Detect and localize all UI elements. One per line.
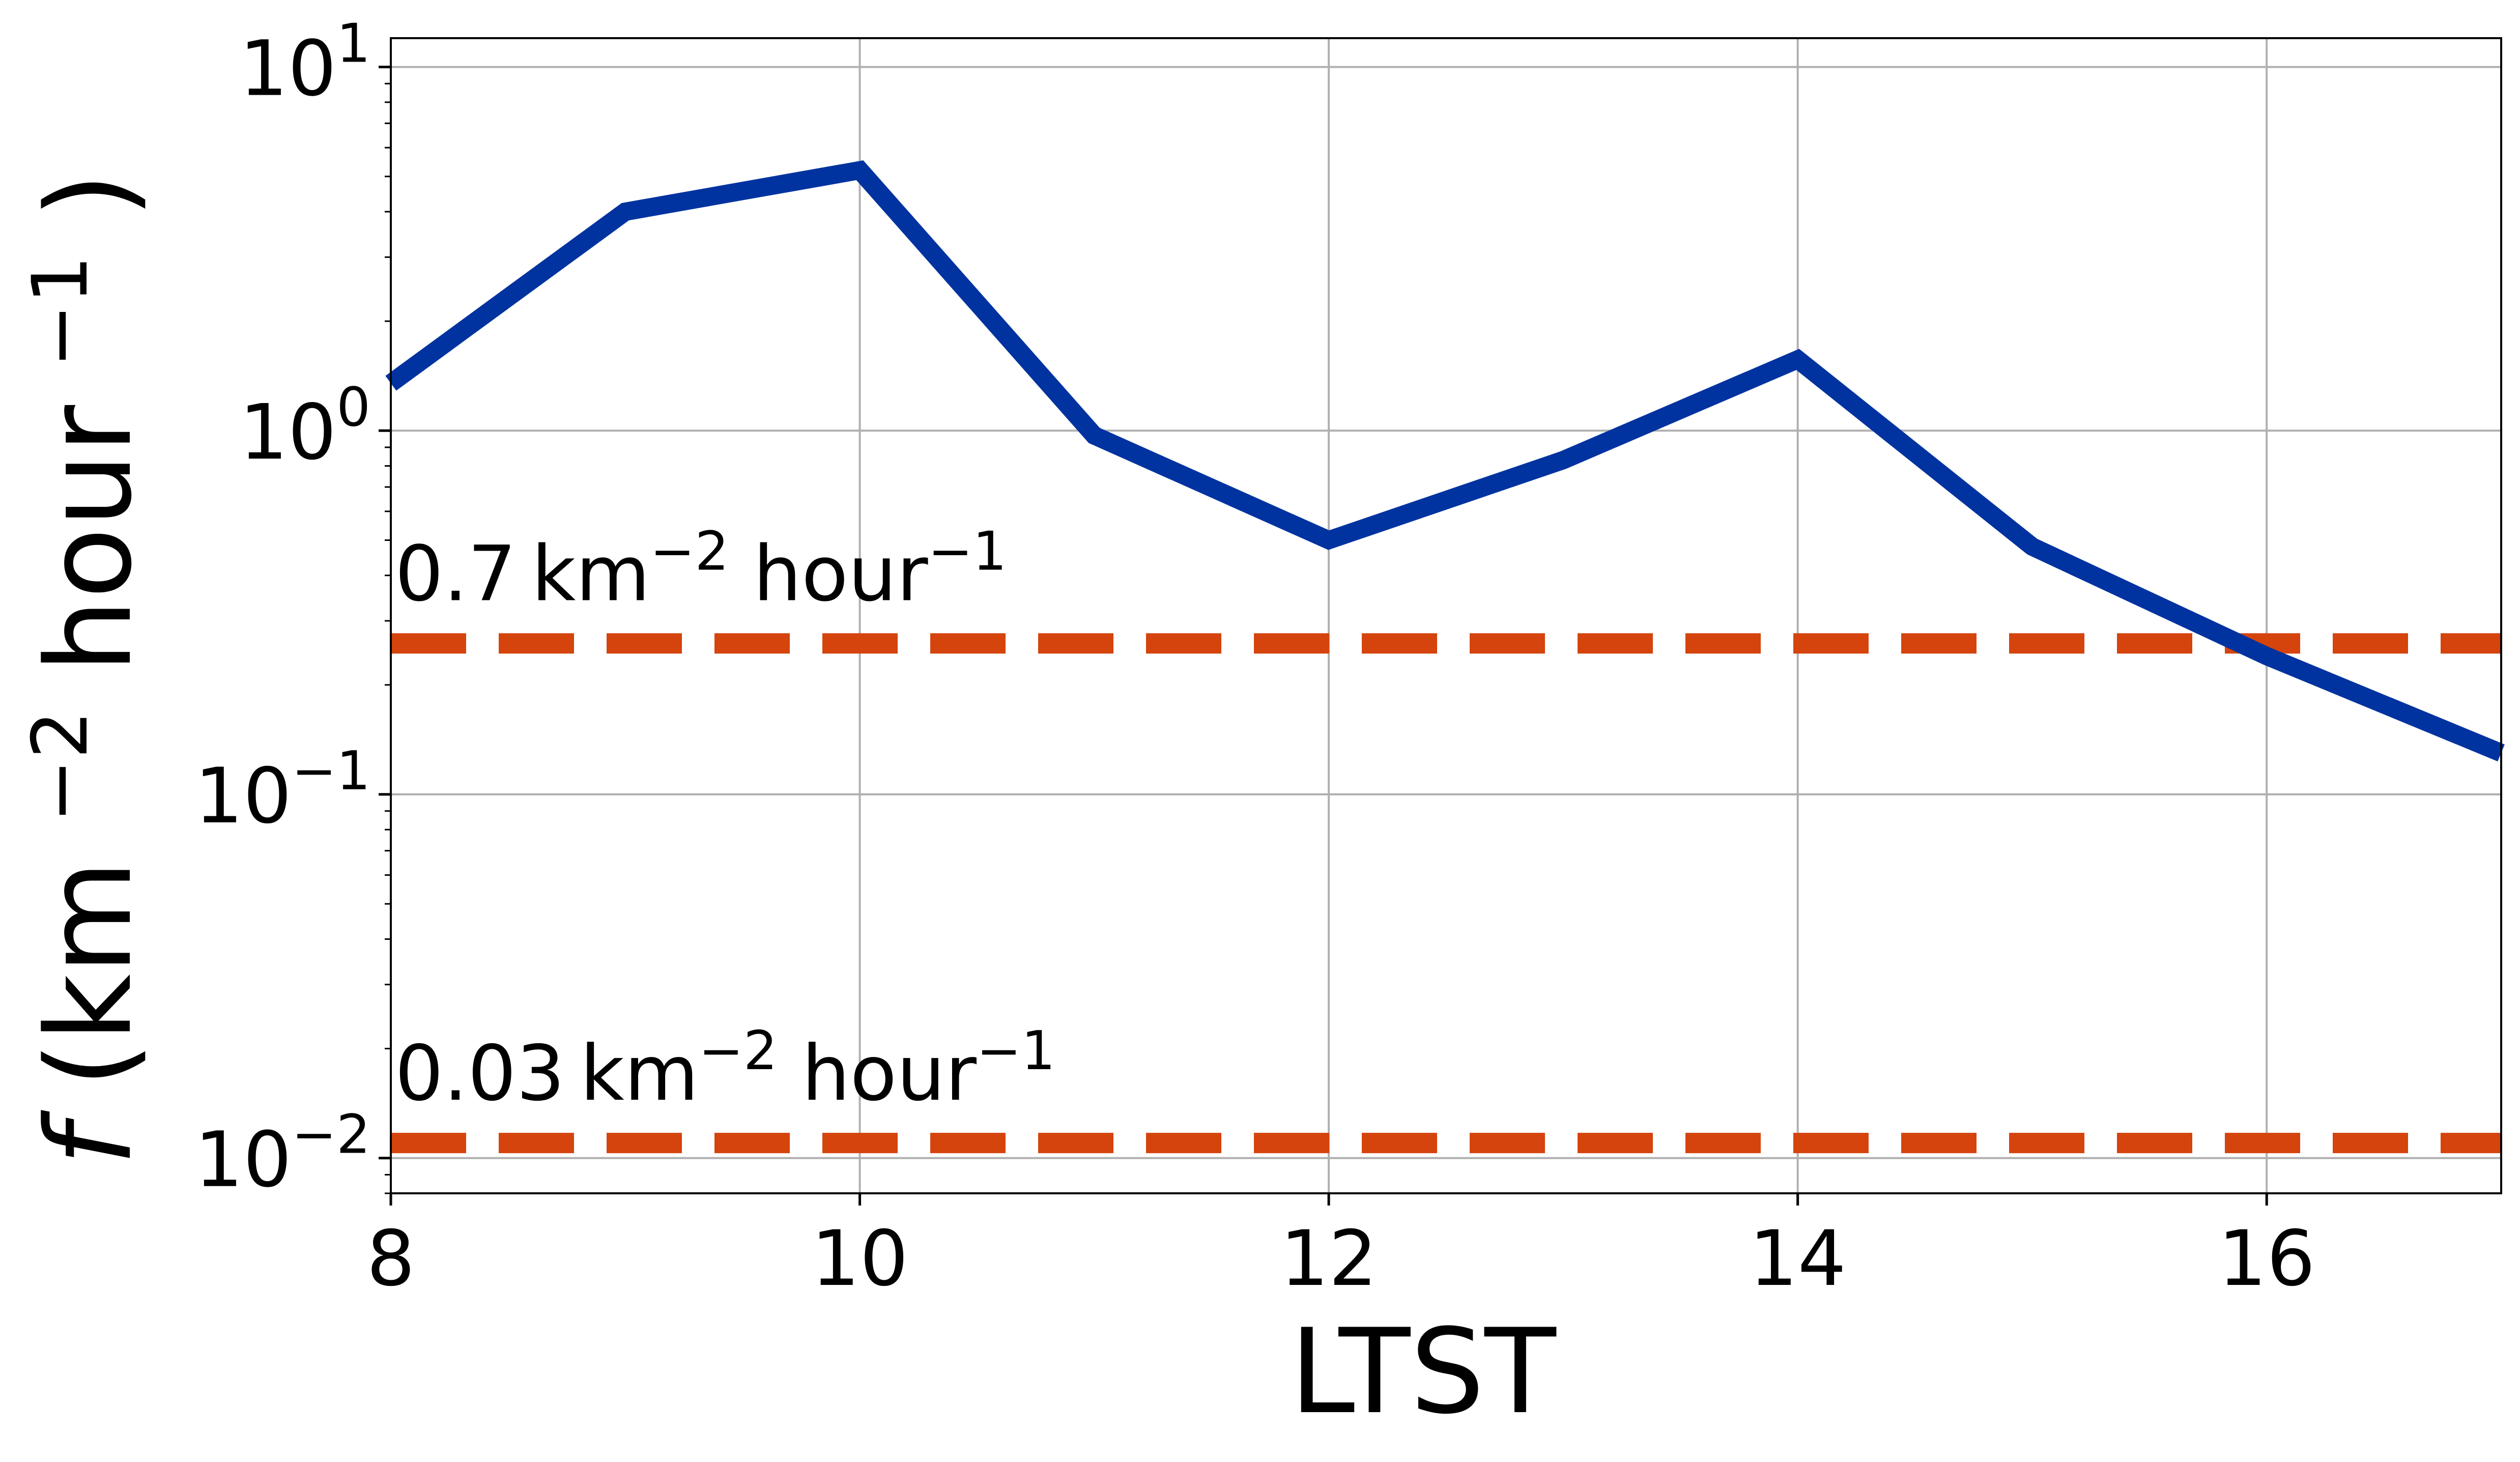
reference-line-label: 0.03 km−2 hour−1 xyxy=(395,1020,1055,1118)
y-tick-label: 100 xyxy=(239,376,370,477)
x-tick-label: 16 xyxy=(2218,1215,2315,1303)
ref-label-mid: hour xyxy=(778,1029,977,1118)
y-axis-label-exp2: −1 xyxy=(16,255,105,368)
series-point xyxy=(1094,435,1095,436)
y-axis-label-close: ) xyxy=(22,173,158,218)
ref-label-unit: km xyxy=(517,530,650,618)
y-tick-label-exponent: 1 xyxy=(336,13,370,75)
y-axis-label-exp1: −2 xyxy=(16,710,105,823)
series-point xyxy=(2266,655,2268,657)
y-tick-label-base: 10 xyxy=(194,752,292,841)
series-point xyxy=(1797,359,1798,360)
y-tick-label-exponent: −2 xyxy=(292,1104,370,1166)
ref-label-unit: km xyxy=(565,1029,699,1118)
y-tick-label-exponent: 0 xyxy=(336,376,370,438)
grid xyxy=(390,38,2501,1193)
y-tick-label: 101 xyxy=(239,13,370,113)
y-tick-label: 10−1 xyxy=(194,740,370,841)
x-tick-label: 10 xyxy=(811,1215,908,1303)
series-point xyxy=(859,169,861,171)
plot-frame xyxy=(390,37,2502,1194)
reference-lines xyxy=(391,633,2501,1154)
series-point xyxy=(1562,460,1564,461)
y-tick-label: 10−2 xyxy=(194,1104,370,1205)
series-line xyxy=(385,160,2505,762)
x-axis-label: LTST xyxy=(1290,1304,1557,1440)
series-point xyxy=(624,211,626,213)
x-tick-label: 8 xyxy=(366,1215,415,1303)
y-tick-label-base: 10 xyxy=(239,388,336,477)
x-tick-label: 14 xyxy=(1749,1215,1846,1303)
y-tick-label-exponent: −1 xyxy=(292,740,370,802)
y-axis-label-open: (km xyxy=(22,860,158,1087)
ref-label-exp1: −2 xyxy=(650,520,729,582)
ref-label-value: 0.7 xyxy=(395,530,517,618)
reference-line-label: 0.7 km−2 hour−1 xyxy=(395,520,1007,618)
x-axis: 8 10 12 14 16 xyxy=(366,1193,2315,1303)
annotations: 0.7 km−2 hour−10.03 km−2 hour−1 xyxy=(395,520,1055,1118)
ref-label-mid: hour xyxy=(729,530,928,618)
series-point xyxy=(2031,546,2033,548)
y-axis-label: f (km −2 hour −1 ) xyxy=(0,173,158,1166)
ref-label-exp1: −2 xyxy=(699,1020,778,1082)
y-axis-label-mid: hour xyxy=(22,405,158,673)
ref-label-exp2: −1 xyxy=(928,520,1007,582)
series-point xyxy=(1328,539,1330,541)
x-tick-label: 12 xyxy=(1280,1215,1378,1303)
ref-label-exp2: −1 xyxy=(977,1020,1055,1082)
y-tick-label-base: 10 xyxy=(239,25,336,113)
ref-label-value: 0.03 xyxy=(395,1029,565,1118)
y-axis-label-symbol: f xyxy=(22,1110,158,1166)
y-tick-label-base: 10 xyxy=(194,1116,292,1205)
